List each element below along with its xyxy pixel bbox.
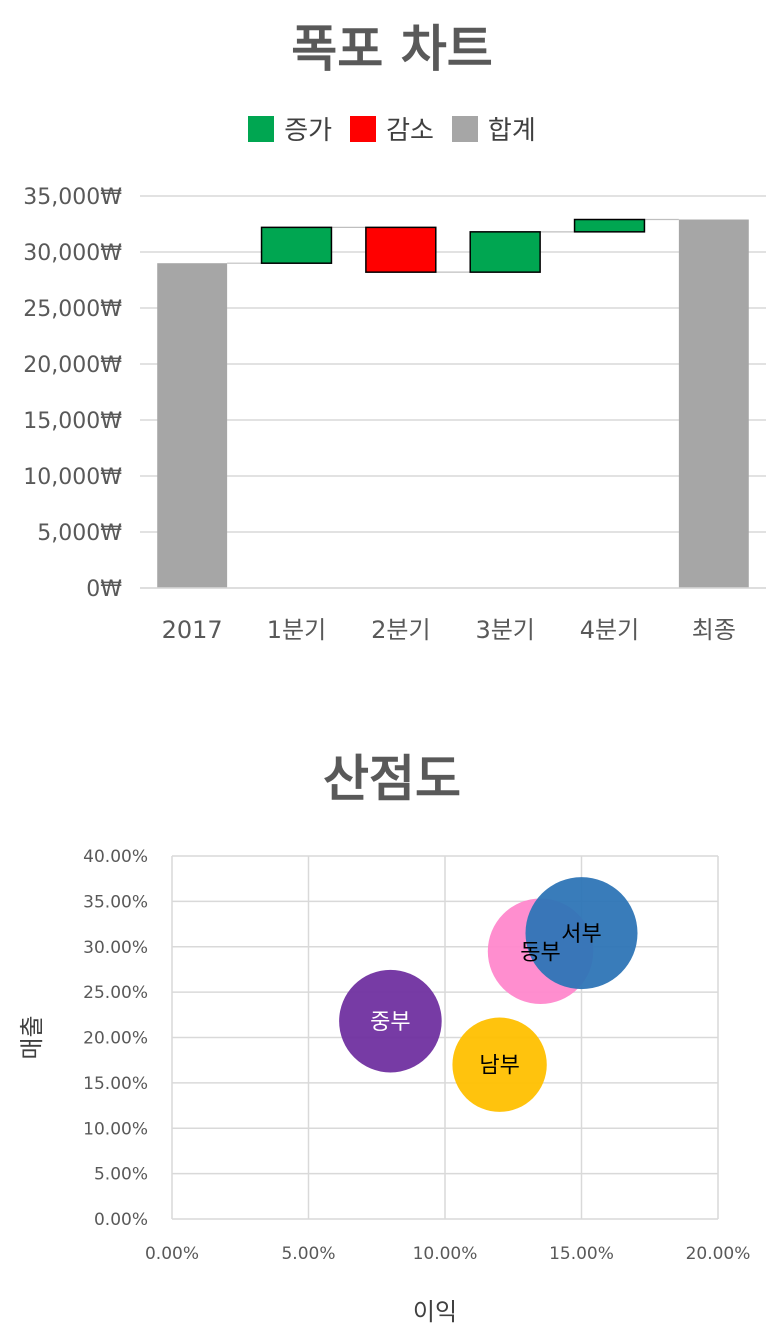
bubble-label: 남부 bbox=[479, 1054, 519, 1079]
x-tick-label: 2017 bbox=[162, 616, 223, 644]
x-tick-label: 0.00% bbox=[145, 1244, 199, 1264]
y-axis-title: 매출 bbox=[18, 1015, 46, 1059]
waterfall-bar-increase bbox=[260, 226, 333, 264]
legend-label-decrease: 감소 bbox=[386, 116, 434, 146]
y-tick-label: 0.00% bbox=[94, 1210, 148, 1230]
y-tick-label: 5,000₩ bbox=[37, 521, 122, 546]
waterfall-bar-total bbox=[678, 219, 749, 588]
x-tick-label: 2분기 bbox=[371, 616, 430, 644]
x-tick-label: 3분기 bbox=[475, 616, 534, 644]
y-tick-label: 30.00% bbox=[83, 938, 148, 958]
y-tick-label: 10,000₩ bbox=[23, 465, 122, 490]
waterfall-bar-total bbox=[157, 263, 228, 588]
y-tick-label: 20.00% bbox=[83, 1029, 148, 1049]
waterfall-chart: 0₩ 5,000₩ 10,000₩ 15,000₩ 20,000₩ 25,000₩ 30,0… bbox=[23, 185, 766, 644]
waterfall-chart-title: 폭포 차트 bbox=[291, 20, 493, 78]
y-tick-label: 30,000₩ bbox=[23, 241, 122, 266]
scatter-chart-title: 산점도 bbox=[323, 750, 461, 808]
y-tick-label: 5.00% bbox=[94, 1165, 148, 1185]
bubble-label: 서부 bbox=[561, 922, 601, 947]
legend-item-increase: 증가 bbox=[248, 110, 332, 147]
legend-label-increase: 증가 bbox=[284, 116, 333, 146]
bubble-label: 중부 bbox=[370, 1010, 410, 1035]
y-tick-label: 15.00% bbox=[83, 1074, 148, 1094]
x-tick-label: 10.00% bbox=[413, 1244, 478, 1264]
bubble-label: 동부 bbox=[520, 940, 560, 965]
bubble bbox=[339, 969, 442, 1073]
legend-item-total: 합계 bbox=[451, 110, 536, 147]
y-tick-label: 25.00% bbox=[83, 983, 148, 1003]
y-tick-label: 25,000₩ bbox=[23, 297, 122, 322]
waterfall-bar-increase bbox=[469, 231, 541, 273]
legend-item-decrease: 감소 bbox=[350, 110, 434, 147]
y-tick-label: 35,000₩ bbox=[23, 185, 122, 210]
waterfall-bar-increase bbox=[573, 218, 646, 233]
legend-swatch-increase bbox=[248, 115, 275, 142]
bubble bbox=[452, 1017, 547, 1112]
y-tick-label: 20,000₩ bbox=[23, 353, 122, 378]
x-tick-label: 20.00% bbox=[686, 1244, 751, 1264]
x-tick-label: 1분기 bbox=[267, 616, 326, 644]
x-tick-label: 4분기 bbox=[580, 616, 639, 644]
legend-swatch-decrease bbox=[350, 115, 377, 142]
x-tick-label: 15.00% bbox=[549, 1244, 614, 1264]
y-tick-label: 10.00% bbox=[83, 1119, 148, 1139]
y-tick-label: 40.00% bbox=[83, 847, 148, 867]
y-tick-label: 15,000₩ bbox=[23, 409, 122, 434]
x-tick-label: 최종 bbox=[692, 616, 736, 644]
y-tick-label: 0₩ bbox=[86, 577, 122, 602]
x-tick-label: 5.00% bbox=[281, 1244, 335, 1264]
legend-swatch-total bbox=[451, 115, 478, 142]
waterfall-legend: 증가 감소 합계 bbox=[0, 110, 784, 147]
x-axis-title: 이익 bbox=[413, 1298, 457, 1326]
legend-label-total: 합계 bbox=[487, 116, 536, 146]
bubble bbox=[525, 877, 638, 990]
waterfall-bar-decrease bbox=[365, 226, 437, 273]
y-tick-label: 35.00% bbox=[83, 892, 148, 912]
